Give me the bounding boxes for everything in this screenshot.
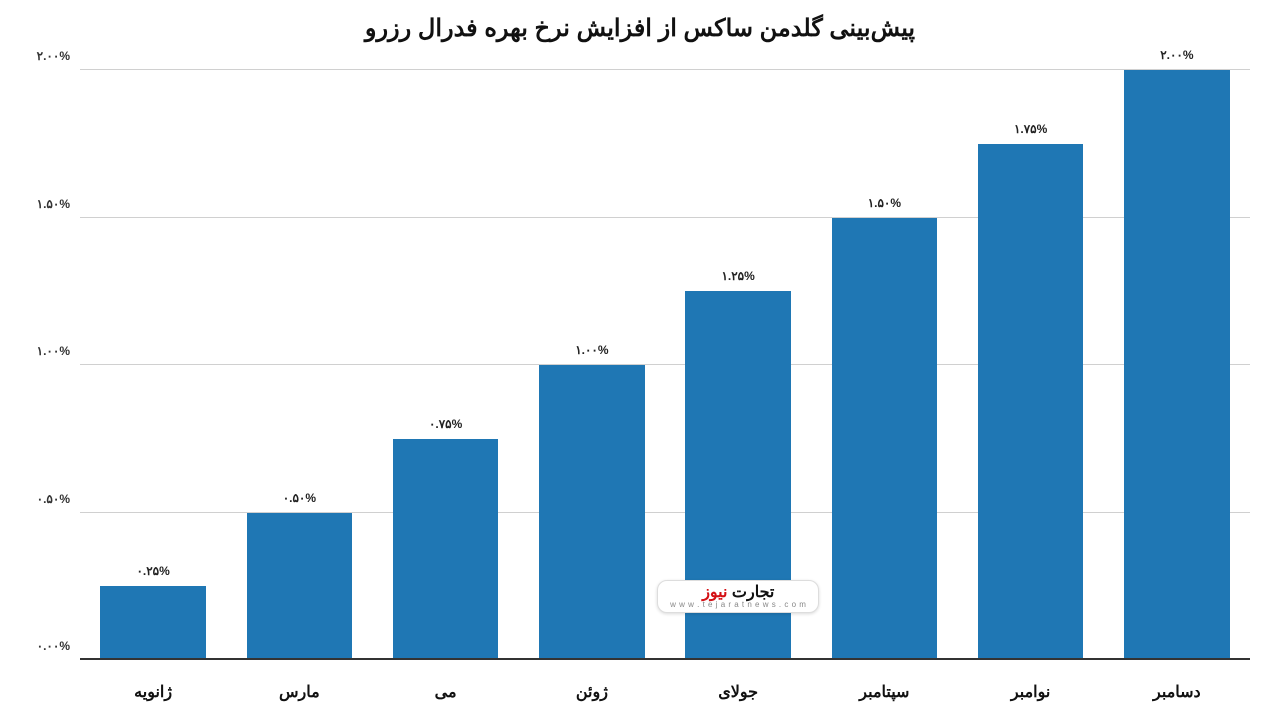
bar-rect (832, 218, 937, 661)
bar-value-label: ۲.۰۰% (1160, 48, 1193, 62)
watermark-logo: تجارت نیوز w w w . t e j a r a t n e w s… (657, 580, 819, 613)
y-tick-label: ۲.۰۰% (10, 49, 70, 63)
bar-slot: ۰.۵۰% (226, 70, 372, 660)
y-tick-label: ۰.۵۰% (10, 492, 70, 506)
x-tick-label: دسامبر (1104, 682, 1250, 702)
x-tick-label: مارس (226, 682, 372, 702)
bar-value-label: ۱.۷۵% (1014, 122, 1047, 136)
watermark-sub: w w w . t e j a r a t n e w s . c o m (670, 601, 806, 609)
chart-title: پیش‌بینی گلدمن ساکس از افزایش نرخ بهره ف… (0, 14, 1280, 43)
bar-slot: ۱.۷۵% (958, 70, 1104, 660)
x-axis-line (80, 658, 1250, 660)
plot-area: ۰.۰۰%۰.۵۰%۱.۰۰%۱.۵۰%۲.۰۰% ۰.۲۵%۰.۵۰%۰.۷۵… (80, 70, 1250, 660)
bar-rect (247, 513, 352, 661)
bar-value-label: ۱.۵۰% (868, 196, 901, 210)
bar-value-label: ۰.۵۰% (283, 491, 316, 505)
bar-slot: ۲.۰۰% (1104, 70, 1250, 660)
watermark-text-black: تجارت (732, 584, 774, 601)
chart-container: پیش‌بینی گلدمن ساکس از افزایش نرخ بهره ف… (0, 0, 1280, 720)
bar-value-label: ۱.۲۵% (721, 269, 754, 283)
x-tick-label: می (373, 682, 519, 702)
bar-slot: ۱.۵۰% (811, 70, 957, 660)
bars-group: ۰.۲۵% ۰.۵۰% ۰.۷۵% ۱.۰۰% ۱.۲۵% ۱.۵۰% ۱.۷۵% ۲.۰۰% (80, 70, 1250, 660)
x-tick-label: سپتامبر (811, 682, 957, 702)
bar-rect (978, 144, 1083, 660)
watermark-text-red: نیوز (702, 584, 727, 601)
bar-rect (100, 586, 205, 660)
bar-value-label: ۰.۷۵% (429, 417, 462, 431)
x-tick-label: ژوئن (519, 682, 665, 702)
bar-slot: ۱.۰۰% (519, 70, 665, 660)
bar-slot: ۱.۲۵% (665, 70, 811, 660)
y-tick-label: ۱.۵۰% (10, 197, 70, 211)
bar-value-label: ۱.۰۰% (575, 343, 608, 357)
x-tick-label: جولای (665, 682, 811, 702)
x-tick-label: نوامبر (958, 682, 1104, 702)
y-tick-label: ۱.۰۰% (10, 344, 70, 358)
bar-rect (539, 365, 644, 660)
bar-rect (1124, 70, 1229, 660)
bar-slot: ۰.۲۵% (80, 70, 226, 660)
bar-value-label: ۰.۲۵% (136, 564, 169, 578)
bar-slot: ۰.۷۵% (373, 70, 519, 660)
x-axis-ticks: ژانویهمارسمیژوئنجولایسپتامبرنوامبردسامبر (80, 682, 1250, 702)
watermark-main: تجارت نیوز (670, 585, 806, 602)
y-tick-label: ۰.۰۰% (10, 639, 70, 653)
x-tick-label: ژانویه (80, 682, 226, 702)
bar-rect (393, 439, 498, 660)
